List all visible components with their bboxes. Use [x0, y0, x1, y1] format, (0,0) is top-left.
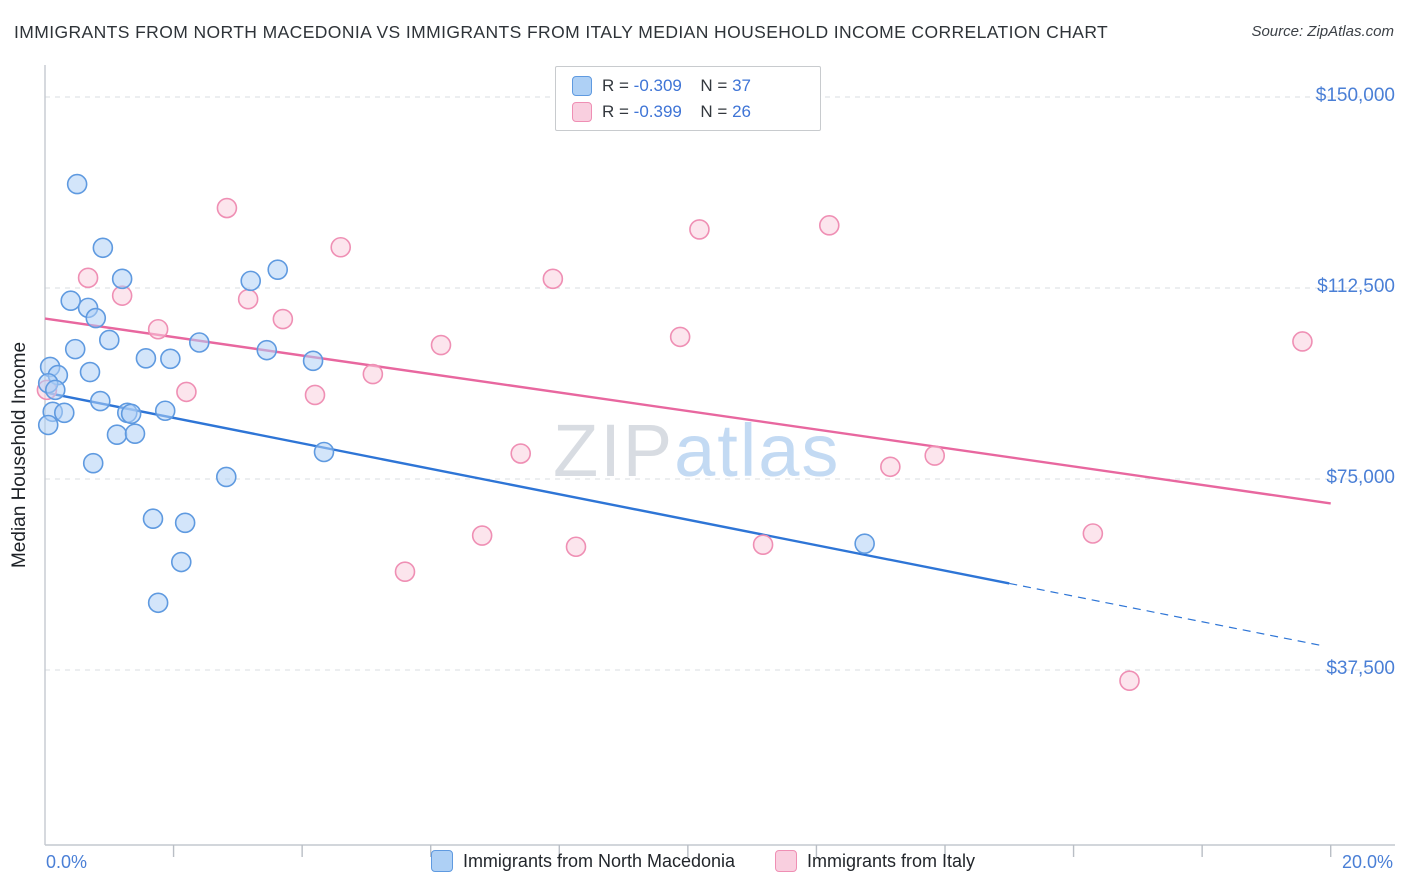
y-axis-tick-label: $150,000: [1315, 85, 1395, 106]
y-axis-title: Median Household Income: [9, 341, 30, 569]
series-legend: Immigrants from North Macedonia Immigran…: [0, 850, 1406, 872]
n-value: 37: [732, 76, 751, 95]
pink-data-point: [510, 443, 532, 464]
pink-data-point: [542, 268, 564, 290]
blue-data-point: [267, 259, 289, 280]
legend-row-italy: R = -0.399 N = 26: [572, 102, 806, 122]
pink-data-point: [77, 267, 99, 289]
blue-data-point: [89, 390, 111, 412]
pink-data-point: [880, 456, 901, 478]
n-label: N =: [700, 76, 728, 95]
blue-data-point: [111, 268, 133, 290]
pink-data-point: [147, 318, 169, 340]
pink-data-point: [430, 334, 452, 356]
x-axis-min-label: 0.0%: [46, 852, 88, 872]
blue-data-point: [106, 424, 128, 445]
pink-data-point: [330, 236, 352, 258]
blue-data-point: [302, 350, 324, 372]
north-macedonia-swatch-icon: [430, 850, 453, 872]
legend-item-label: Immigrants from North Macedonia: [462, 850, 736, 871]
n-label: N =: [700, 102, 728, 121]
pink-data-point: [304, 384, 326, 406]
blue-data-point: [120, 403, 142, 425]
north-macedonia-swatch-icon: [572, 76, 592, 96]
italy-swatch-icon: [572, 102, 592, 122]
blue-data-point: [64, 338, 86, 360]
blue-data-point: [854, 533, 875, 554]
y-axis-tick-label: $112,500: [1317, 276, 1395, 297]
legend-item-north-macedonia: Immigrants from North Macedonia: [430, 850, 736, 872]
blue-data-point: [66, 173, 88, 195]
pink-data-point: [1119, 670, 1140, 691]
pink-data-point: [176, 381, 197, 403]
pink-data-point: [565, 536, 587, 558]
x-axis-max-label: 20.0%: [1341, 852, 1393, 872]
blue-data-point: [313, 441, 335, 463]
page-title: IMMIGRANTS FROM NORTH MACEDONIA VS IMMIG…: [14, 22, 1109, 42]
pink-data-point: [924, 445, 946, 466]
y-axis-tick-label: $37,500: [1326, 658, 1395, 679]
pink-data-point: [237, 288, 259, 310]
y-axis-tick-label: $75,000: [1326, 467, 1395, 488]
watermark-atlas-text: atlas: [674, 409, 841, 492]
pink-data-point: [689, 219, 710, 240]
blue-data-point: [188, 332, 210, 353]
pink-data-point: [752, 534, 774, 556]
pink-data-point: [272, 308, 294, 330]
source-attribution: Source: ZipAtlas.com: [1251, 23, 1394, 40]
legend-r-stat: R = -0.309 N = 37: [602, 76, 751, 96]
blue-data-point: [147, 592, 169, 614]
blue-data-point: [124, 423, 146, 444]
legend-item-italy: Immigrants from Italy: [775, 850, 975, 872]
blue-data-point: [92, 237, 114, 259]
blue-data-point: [256, 339, 278, 361]
blue-data-point: [60, 290, 82, 312]
r-value: -0.309: [633, 76, 682, 95]
blue-data-point: [79, 361, 101, 383]
blue-data-point: [85, 307, 107, 329]
legend-r-stat: R = -0.399 N = 26: [602, 102, 751, 122]
pink-data-point: [669, 326, 691, 348]
watermark-zip-text: ZIP: [553, 409, 675, 492]
blue-data-point: [142, 508, 164, 530]
correlation-legend-box: R = -0.309 N = 37 R = -0.399 N = 26: [555, 66, 821, 131]
r-label: R =: [602, 76, 629, 95]
r-value: -0.399: [633, 102, 682, 121]
blue-data-point: [160, 348, 181, 370]
pink-data-point: [362, 363, 384, 385]
legend-item-label: Immigrants from Italy: [807, 850, 976, 871]
blue-data-point: [98, 329, 120, 351]
blue-data-point: [215, 466, 237, 488]
blue-data-point: [154, 400, 176, 422]
blue-data-point: [240, 270, 262, 292]
blue-data-point: [170, 551, 192, 573]
pink-data-point: [394, 561, 416, 582]
pink-data-point: [216, 197, 238, 219]
pink-data-point: [1292, 331, 1313, 352]
pink-data-point: [471, 525, 493, 546]
r-label: R =: [602, 102, 629, 121]
legend-row-north-macedonia: R = -0.309 N = 37: [572, 76, 806, 96]
pink-data-point: [818, 215, 840, 236]
blue-trend-line-extension: [1009, 582, 1325, 647]
blue-data-point: [174, 512, 196, 534]
blue-data-point: [37, 414, 59, 436]
blue-data-point: [53, 402, 75, 424]
zipatlas-watermark: ZIPatlas: [553, 408, 840, 493]
pink-data-point: [1082, 523, 1104, 544]
blue-trend-line: [44, 391, 1010, 585]
n-value: 26: [732, 102, 751, 121]
italy-swatch-icon: [775, 850, 798, 872]
blue-data-point: [82, 452, 104, 474]
blue-data-point: [135, 347, 157, 369]
blue-data-point: [44, 379, 66, 401]
